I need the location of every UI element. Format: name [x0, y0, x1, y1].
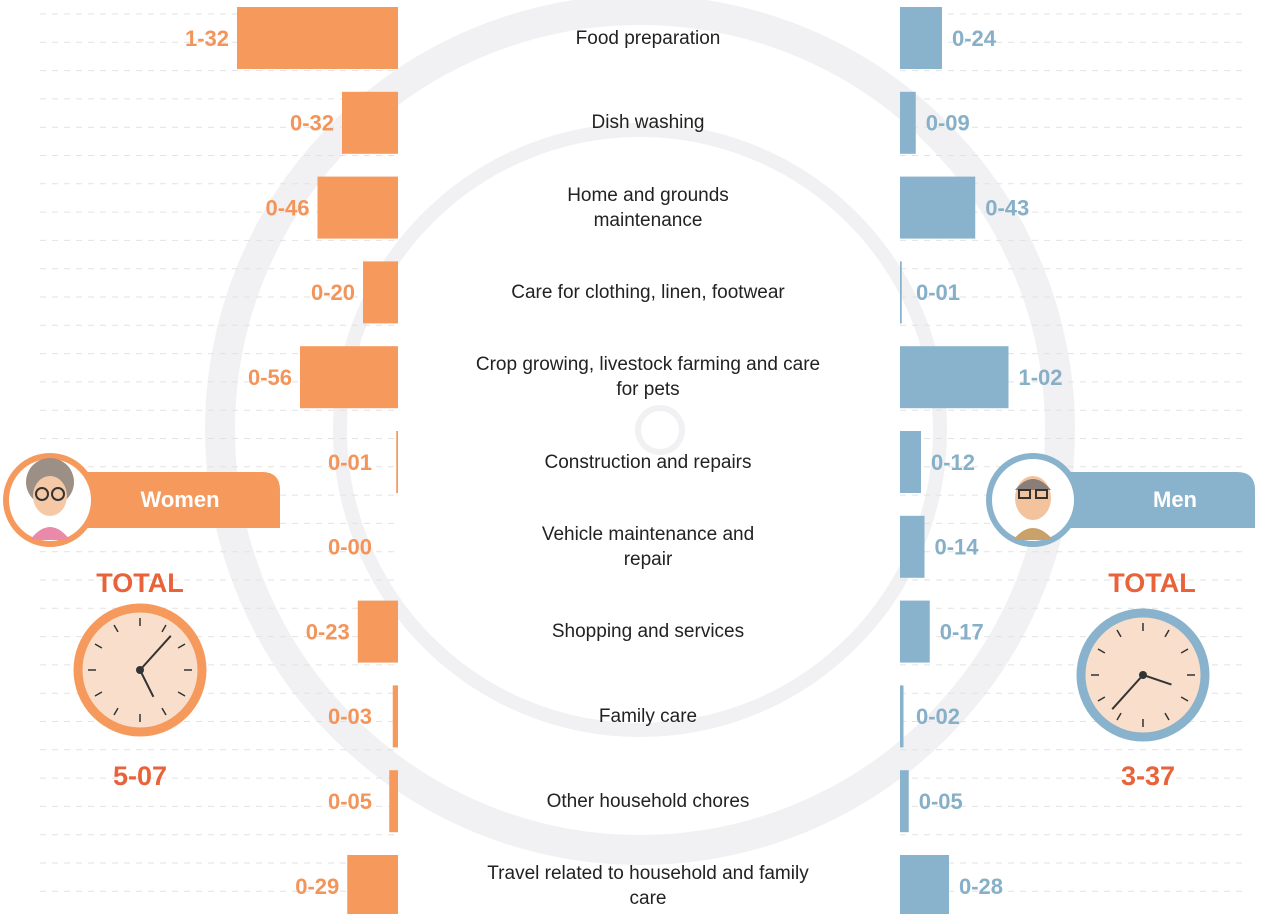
value-label: 0-02: [916, 704, 960, 729]
value-label: 0-01: [916, 280, 960, 305]
bar: [237, 7, 398, 69]
bar: [396, 431, 398, 493]
bar: [900, 685, 904, 747]
total-label: 3-37: [1121, 761, 1175, 791]
value-label: 0-32: [290, 111, 334, 136]
bar: [900, 770, 909, 832]
bar: [300, 346, 398, 408]
clock-pin: [1139, 671, 1147, 679]
category-label: Construction and repairs: [468, 450, 828, 475]
category-label: Dish washing: [468, 110, 828, 135]
value-label: 0-20: [311, 280, 355, 305]
value-label: 0-00: [328, 535, 372, 560]
bar: [342, 92, 398, 154]
value-label: 1-02: [1019, 365, 1063, 390]
category-label: Other household chores: [468, 789, 828, 814]
bar: [900, 516, 925, 578]
bar: [900, 431, 921, 493]
value-label: 0-46: [265, 195, 309, 220]
bar: [393, 685, 398, 747]
category-label: Travel related to household and family c…: [468, 861, 828, 911]
bar: [347, 855, 398, 914]
men-badge: [989, 456, 1255, 544]
value-label: 0-03: [328, 704, 372, 729]
value-label: 0-28: [959, 874, 1003, 899]
clock-pin: [136, 666, 144, 674]
legend-label: Women: [140, 487, 219, 512]
value-label: 0-01: [328, 450, 372, 475]
category-label: Shopping and services: [468, 619, 828, 644]
total-label: 5-07: [113, 761, 167, 791]
bar: [900, 601, 930, 663]
value-label: 1-32: [185, 26, 229, 51]
total-title: TOTAL: [1108, 568, 1196, 598]
legend-label: Men: [1153, 487, 1197, 512]
value-label: 0-05: [919, 789, 963, 814]
value-label: 0-29: [295, 874, 339, 899]
bar: [389, 770, 398, 832]
bar: [363, 261, 398, 323]
value-label: 0-17: [940, 619, 984, 644]
category-label: Vehicle maintenance and repair: [528, 522, 768, 572]
value-label: 0-24: [952, 26, 997, 51]
infographic: Women Men TOTAL TOTAL 1-32 0-32 0-46 0-20 0-…: [0, 0, 1265, 914]
bar: [900, 92, 916, 154]
bar: [318, 177, 399, 239]
bar: [900, 855, 949, 914]
bar: [900, 261, 902, 323]
category-label: Home and grounds maintenance: [548, 183, 748, 233]
bar: [358, 601, 398, 663]
value-label: 0-56: [248, 365, 292, 390]
value-label: 0-09: [926, 111, 970, 136]
category-label: Food preparation: [468, 26, 828, 51]
bar: [900, 7, 942, 69]
total-title: TOTAL: [96, 568, 184, 598]
value-label: 0-12: [931, 450, 975, 475]
bar: [900, 346, 1009, 408]
category-label: Family care: [468, 704, 828, 729]
value-label: 0-43: [985, 195, 1029, 220]
value-label: 0-05: [328, 789, 372, 814]
category-label: Care for clothing, linen, footwear: [468, 280, 828, 305]
value-label: 0-14: [935, 535, 980, 560]
bar: [900, 177, 975, 239]
category-label: Crop growing, livestock farming and care…: [468, 352, 828, 402]
value-label: 0-23: [306, 619, 350, 644]
